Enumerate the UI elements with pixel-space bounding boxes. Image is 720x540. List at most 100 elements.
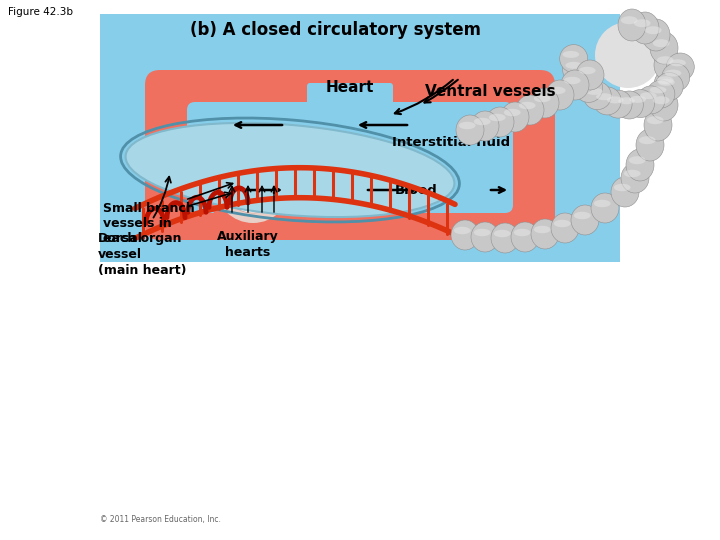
Ellipse shape — [665, 70, 681, 77]
Ellipse shape — [626, 149, 654, 181]
Ellipse shape — [511, 222, 539, 252]
Ellipse shape — [654, 69, 682, 101]
Text: Blood: Blood — [395, 184, 438, 197]
Ellipse shape — [657, 76, 674, 84]
Polygon shape — [225, 157, 282, 213]
Ellipse shape — [559, 45, 588, 72]
Text: Dorsal
vessel
(main heart): Dorsal vessel (main heart) — [98, 232, 186, 277]
Ellipse shape — [474, 229, 490, 237]
Ellipse shape — [489, 114, 505, 122]
Ellipse shape — [647, 80, 675, 108]
Ellipse shape — [653, 96, 670, 104]
Ellipse shape — [611, 177, 639, 207]
Ellipse shape — [607, 97, 624, 103]
Ellipse shape — [471, 111, 499, 141]
FancyBboxPatch shape — [307, 83, 393, 107]
Ellipse shape — [624, 170, 641, 177]
FancyBboxPatch shape — [187, 102, 513, 213]
Ellipse shape — [666, 53, 694, 81]
Ellipse shape — [579, 67, 595, 74]
Ellipse shape — [514, 229, 531, 237]
Ellipse shape — [519, 102, 536, 109]
Ellipse shape — [575, 75, 603, 103]
Ellipse shape — [593, 87, 621, 115]
Ellipse shape — [634, 19, 651, 27]
Ellipse shape — [501, 102, 529, 132]
Ellipse shape — [586, 88, 603, 95]
Ellipse shape — [629, 156, 646, 164]
Circle shape — [205, 137, 301, 233]
Ellipse shape — [645, 26, 662, 34]
Ellipse shape — [494, 230, 510, 237]
Circle shape — [595, 22, 661, 88]
Ellipse shape — [583, 82, 611, 110]
Text: (b) A closed circulatory system: (b) A closed circulatory system — [190, 21, 481, 39]
Ellipse shape — [637, 86, 665, 114]
Ellipse shape — [551, 213, 579, 243]
Text: © 2011 Pearson Education, Inc.: © 2011 Pearson Education, Inc. — [100, 515, 221, 524]
Ellipse shape — [125, 123, 454, 217]
Ellipse shape — [629, 96, 646, 103]
Ellipse shape — [504, 109, 521, 116]
Ellipse shape — [596, 93, 613, 100]
Ellipse shape — [562, 51, 580, 58]
Ellipse shape — [549, 87, 566, 94]
Ellipse shape — [636, 129, 664, 161]
Ellipse shape — [491, 223, 519, 253]
Ellipse shape — [594, 200, 611, 207]
Ellipse shape — [647, 116, 664, 124]
Ellipse shape — [631, 12, 659, 44]
Ellipse shape — [618, 9, 646, 41]
Ellipse shape — [649, 86, 667, 93]
Ellipse shape — [565, 62, 582, 69]
FancyBboxPatch shape — [100, 14, 620, 262]
Ellipse shape — [546, 80, 574, 110]
Text: Figure 42.3b: Figure 42.3b — [8, 7, 73, 17]
Text: Auxiliary
hearts: Auxiliary hearts — [217, 230, 279, 259]
Ellipse shape — [650, 89, 678, 121]
Ellipse shape — [621, 16, 638, 24]
Ellipse shape — [531, 219, 559, 249]
Ellipse shape — [474, 118, 490, 125]
Ellipse shape — [554, 220, 571, 227]
Ellipse shape — [571, 205, 599, 235]
Ellipse shape — [642, 19, 670, 51]
Ellipse shape — [621, 163, 649, 193]
Text: Small branch
vessels in
each organ: Small branch vessels in each organ — [103, 202, 194, 245]
Ellipse shape — [562, 56, 590, 84]
Ellipse shape — [471, 222, 499, 252]
Ellipse shape — [657, 56, 674, 64]
Ellipse shape — [567, 65, 595, 93]
Ellipse shape — [574, 212, 590, 219]
Ellipse shape — [534, 94, 551, 102]
FancyBboxPatch shape — [145, 70, 555, 240]
Ellipse shape — [616, 91, 644, 119]
Circle shape — [215, 147, 291, 223]
Ellipse shape — [570, 72, 588, 79]
Ellipse shape — [531, 88, 559, 118]
Ellipse shape — [654, 49, 682, 81]
Ellipse shape — [486, 107, 514, 137]
Ellipse shape — [516, 95, 544, 125]
Ellipse shape — [534, 226, 551, 233]
Text: Interstitial fluid: Interstitial fluid — [392, 136, 510, 148]
Ellipse shape — [658, 79, 675, 86]
Ellipse shape — [650, 32, 678, 64]
Ellipse shape — [640, 92, 657, 99]
Ellipse shape — [604, 90, 632, 118]
Ellipse shape — [669, 59, 686, 66]
Ellipse shape — [459, 122, 476, 129]
Ellipse shape — [451, 220, 479, 250]
Ellipse shape — [561, 70, 589, 100]
Text: Heart: Heart — [326, 80, 374, 96]
Ellipse shape — [662, 63, 690, 91]
Text: Ventral vessels: Ventral vessels — [425, 84, 555, 99]
Ellipse shape — [576, 60, 604, 90]
Ellipse shape — [653, 39, 670, 47]
Ellipse shape — [591, 193, 619, 223]
Ellipse shape — [577, 80, 594, 87]
Ellipse shape — [655, 72, 683, 100]
Ellipse shape — [614, 184, 631, 191]
Ellipse shape — [618, 97, 635, 104]
Ellipse shape — [626, 90, 654, 118]
